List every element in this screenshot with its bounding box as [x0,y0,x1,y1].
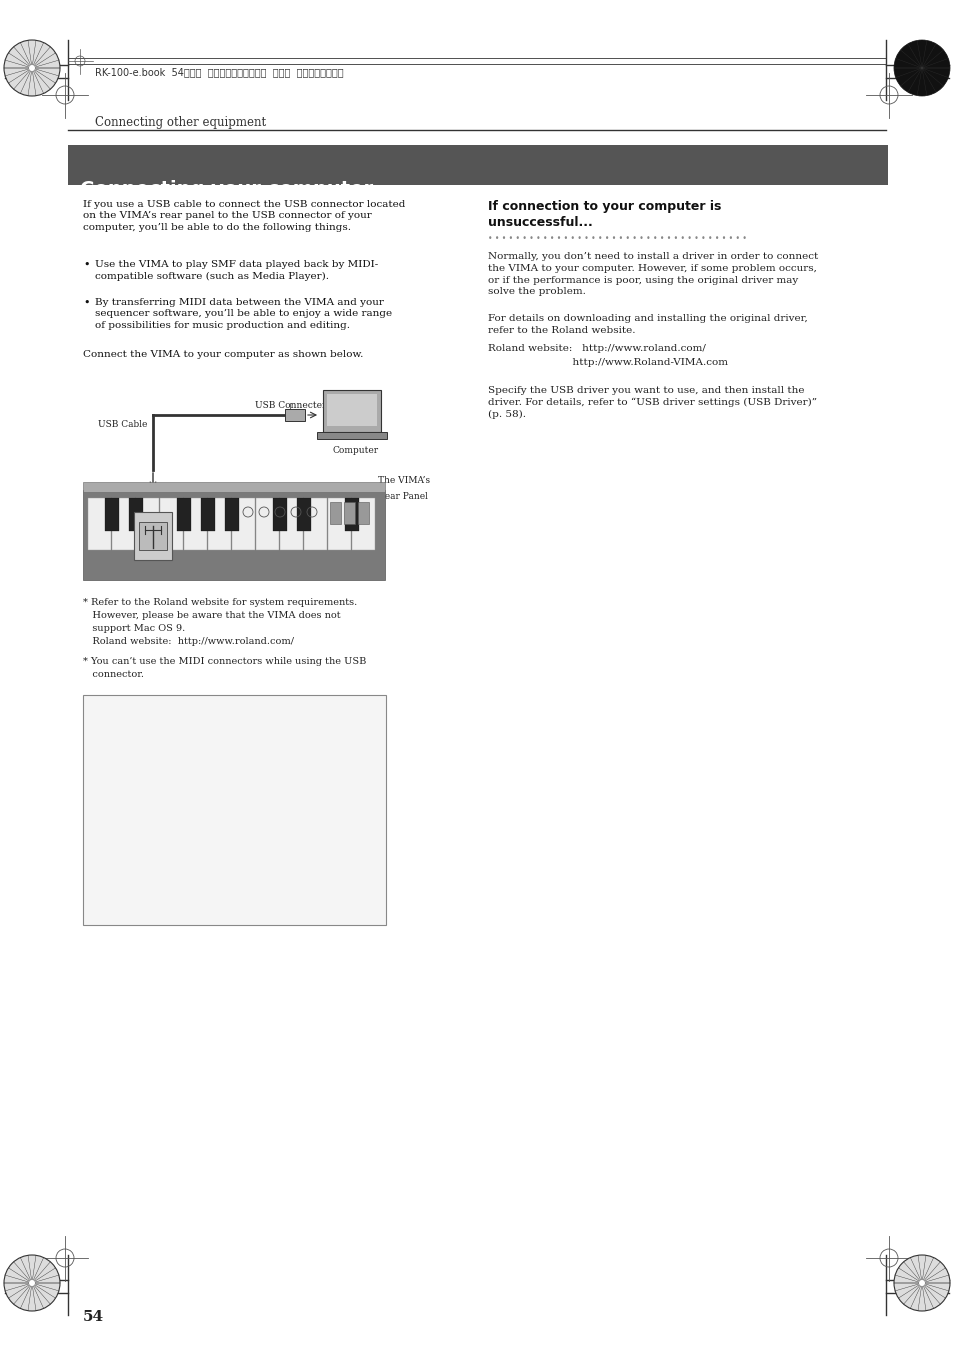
Text: To avoid the risk of malfunction and/or speaker
damage, always make sure to turn: To avoid the risk of malfunction and/or … [105,723,368,766]
Ellipse shape [4,41,60,96]
Bar [316,432,387,439]
Text: Connect the VIMA to your computer as shown below.: Connect the VIMA to your computer as sho… [83,350,363,359]
Text: 54: 54 [83,1310,104,1324]
Bar [177,499,191,531]
Ellipse shape [29,65,35,72]
Bar [68,145,887,185]
Text: •: • [92,723,99,732]
Text: * Refer to the Roland website for system requirements.: * Refer to the Roland website for system… [83,598,356,607]
Bar [330,503,340,524]
Bar [88,499,111,550]
Text: If connection to your computer is: If connection to your computer is [488,200,720,213]
Bar [136,499,159,550]
Ellipse shape [893,41,949,96]
Text: USB Cable: USB Cable [98,420,147,430]
Bar [201,499,214,531]
Text: Computer: Computer [333,446,378,455]
Text: Caution: Caution [92,705,142,716]
Bar [225,499,239,531]
Text: Switch on power to the VIMA before you start up the
MIDI application on your com: Switch on power to the VIMA before you s… [105,847,368,890]
Bar [345,499,358,531]
Bar [323,390,380,432]
Text: Only MIDI data can be transmitted and received via
USB.: Only MIDI data can be transmitted and re… [105,781,362,801]
Text: USB Connecter: USB Connecter [254,401,326,409]
Text: For details on downloading and installing the original driver,
refer to the Rola: For details on downloading and installin… [488,313,807,335]
Text: By transferring MIDI data between the VIMA and your
sequencer software, you’ll b: By transferring MIDI data between the VI… [95,299,392,330]
Text: connector.: connector. [83,670,144,680]
Bar [327,394,376,426]
Text: RK-100-e.book  54ページ  ２００６年７月２０日  木曜日  午前１０晎２０分: RK-100-e.book 54ページ ２００６年７月２０日 木曜日 午前１０晎… [95,68,343,77]
Text: •: • [92,815,99,823]
Bar [208,499,231,550]
Bar [304,499,327,550]
Bar [133,512,172,561]
Bar [83,482,385,492]
Bar [296,499,311,531]
Text: • • • • • • • • • • • • • • • • • • • • • • • • • • • • • • • • • • • • • •: • • • • • • • • • • • • • • • • • • • • … [488,234,748,243]
Bar [105,499,119,531]
Text: Use the VIMA to play SMF data played back by MIDI-
compatible software (such as : Use the VIMA to play SMF data played bac… [95,259,377,281]
Text: Connecting other equipment: Connecting other equipment [95,116,266,128]
Bar [255,499,278,550]
Text: Roland website:  http://www.roland.com/: Roland website: http://www.roland.com/ [83,638,294,646]
Bar [357,503,369,524]
Bar [273,499,287,531]
Text: Specify the USB driver you want to use, and then install the
driver. For details: Specify the USB driver you want to use, … [488,386,817,419]
Bar [184,499,207,550]
Bar [160,499,183,550]
Text: A USB cable is not included. If you need to obtain
one, ask the dealer where you: A USB cable is not included. If you need… [105,815,362,835]
Text: Normally, you don’t need to install a driver in order to connect
the VIMA to you: Normally, you don’t need to install a dr… [488,253,818,296]
Text: If you use a USB cable to connect the USB connector located
on the VIMA’s rear p: If you use a USB cable to connect the US… [83,200,405,232]
Bar [352,499,375,550]
Bar [232,499,254,550]
Text: unsuccessful...: unsuccessful... [488,216,592,230]
Text: support Mac OS 9.: support Mac OS 9. [83,624,185,634]
Bar [285,409,305,422]
Text: USB: USB [144,562,159,571]
Bar [328,499,351,550]
Bar [280,499,303,550]
Text: However, please be aware that the VIMA does not: However, please be aware that the VIMA d… [83,611,340,620]
Ellipse shape [893,1255,949,1310]
Text: * You can’t use the MIDI connectors while using the USB: * You can’t use the MIDI connectors whil… [83,657,366,666]
Text: The VIMA’s: The VIMA’s [377,476,430,485]
Bar [83,694,386,925]
Bar [83,490,385,580]
Bar [344,503,355,524]
Ellipse shape [4,1255,60,1310]
Text: Roland website:   http://www.roland.com/: Roland website: http://www.roland.com/ [488,345,705,353]
Text: Connecting your computer: Connecting your computer [80,180,373,199]
Bar [129,499,143,531]
Ellipse shape [918,1279,924,1286]
Text: Rear Panel: Rear Panel [377,492,428,501]
Text: •: • [83,299,90,308]
Text: •: • [83,259,90,270]
Bar [139,521,167,550]
Bar [112,499,135,550]
Ellipse shape [29,1279,35,1286]
Text: •: • [92,847,99,857]
Text: •: • [92,781,99,790]
Text: http://www.Roland-VIMA.com: http://www.Roland-VIMA.com [488,358,727,367]
